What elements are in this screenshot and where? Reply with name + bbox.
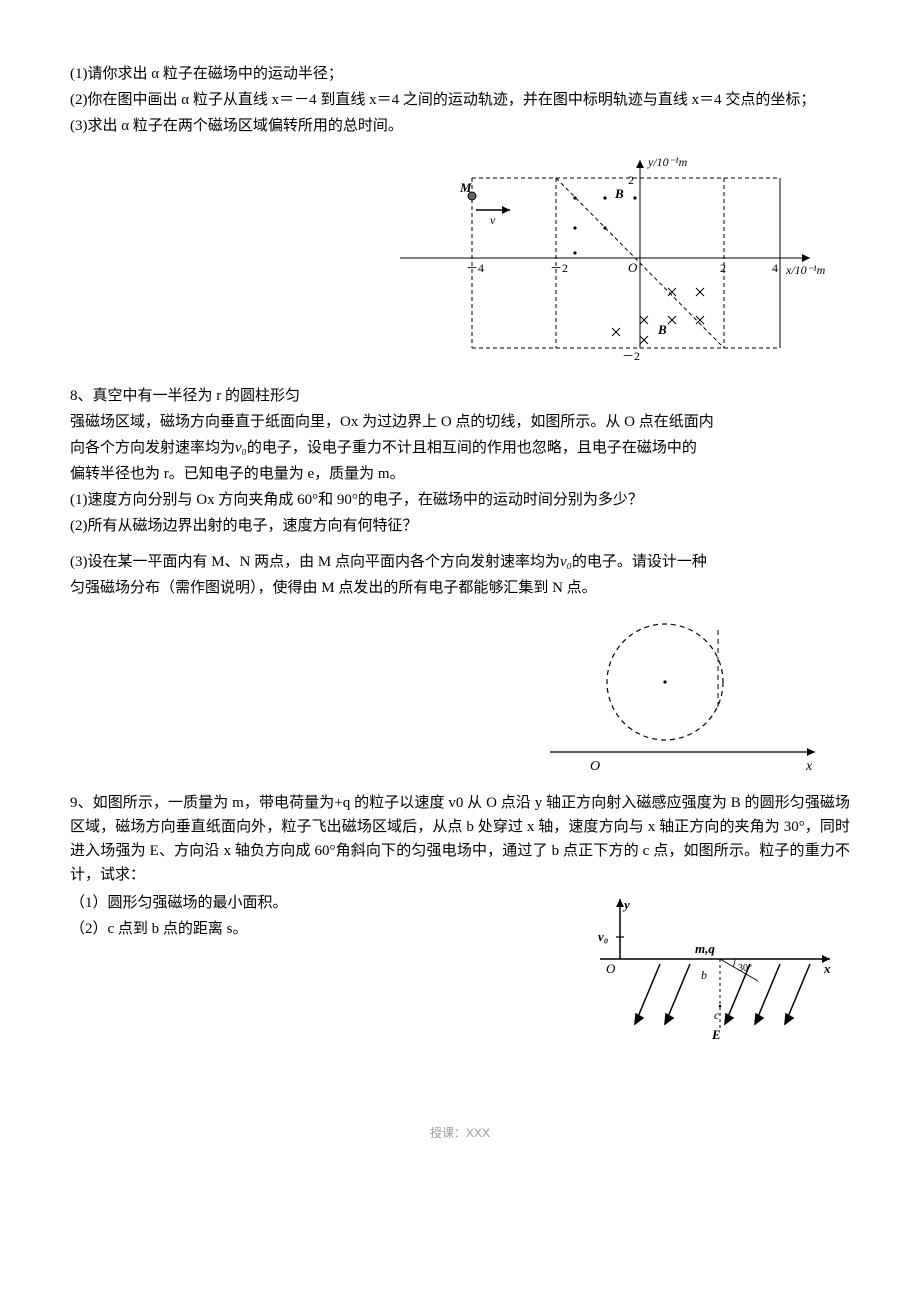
p7-q3: (3)求出 α 粒子在两个磁场区域偏转所用的总时间。 — [70, 114, 850, 138]
svg-text:O: O — [606, 961, 616, 976]
svg-text:y/10⁻¹m: y/10⁻¹m — [647, 155, 688, 169]
svg-text:4: 4 — [772, 261, 778, 275]
svg-text:－2: －2 — [622, 349, 640, 363]
p8-l3: 偏转半径也为 r。已知电子的电量为 e，质量为 m。 — [70, 462, 850, 486]
svg-text:c: c — [714, 1008, 720, 1022]
fig8-row: O x — [70, 610, 850, 785]
fig8-svg: O x — [530, 610, 830, 785]
p8-q3a: (3)设在某一平面内有 M、N 两点，由 M 点向平面内各个方向发射速率均为 — [70, 554, 560, 570]
p8-v0-1: v₀ — [235, 440, 247, 456]
svg-text:－4: －4 — [466, 261, 484, 275]
p7-q2: (2)你在图中画出 α 粒子从直线 x＝－4 到直线 x＝4 之间的运动轨迹，并… — [70, 88, 850, 112]
svg-text:b: b — [701, 968, 707, 982]
fig7-svg: M v y/10⁻¹m x/10⁻¹m －4 －2 O 2 4 2 －2 B B — [380, 148, 850, 378]
p8-lead: 8、真空中有一半径为 r 的圆柱形匀 — [70, 384, 850, 408]
p8-q4: 匀强磁场分布（需作图说明），使得由 M 点发出的所有电子都能够汇集到 N 点。 — [70, 576, 850, 600]
svg-text:m,q: m,q — [695, 941, 715, 956]
svg-text:B: B — [614, 186, 624, 201]
fig7-row: M v y/10⁻¹m x/10⁻¹m －4 －2 O 2 4 2 －2 B B — [70, 148, 850, 378]
svg-text:2: 2 — [628, 173, 634, 187]
svg-text:2: 2 — [720, 261, 726, 275]
svg-text:x/10⁻¹m: x/10⁻¹m — [785, 263, 826, 277]
p8-q1: (1)速度方向分别与 Ox 方向夹角成 60°和 90°的电子，在磁场中的运动时… — [70, 488, 850, 512]
p8-q3: (3)设在某一平面内有 M、N 两点，由 M 点向平面内各个方向发射速率均为v₀… — [70, 550, 850, 574]
p8-l2: 向各个方向发射速率均为v₀的电子，设电子重力不计且相互间的作用也忽略，且电子在磁… — [70, 436, 850, 460]
p9-l1: 9、如图所示，一质量为 m，带电荷量为+q 的粒子以速度 v0 从 O 点沿 y… — [70, 791, 850, 887]
footer: 授课：XXX — [70, 1124, 850, 1143]
p8-q2: (2)所有从磁场边界出射的电子，速度方向有何特征？ — [70, 514, 850, 538]
p9-q2: （2）c 点到 b 点的距离 s。 — [70, 917, 570, 941]
p8-q3b: 的电子。请设计一种 — [572, 554, 707, 570]
p8-l2a: 向各个方向发射速率均为 — [70, 440, 235, 456]
svg-text:y: y — [622, 897, 630, 912]
p8-l2b: 的电子，设电子重力不计且相互间的作用也忽略，且电子在磁场中的 — [247, 440, 697, 456]
svg-text:v₀: v₀ — [598, 929, 608, 944]
svg-text:－2: －2 — [550, 261, 568, 275]
fig9-svg: O y v₀ m,q x b c E 30° — [580, 889, 850, 1064]
svg-text:B: B — [657, 322, 667, 337]
p8-v0-2: v₀ — [560, 554, 572, 570]
svg-text:O: O — [590, 759, 600, 774]
svg-text:M: M — [459, 180, 472, 195]
svg-text:E: E — [711, 1027, 721, 1042]
p9-q1: （1）圆形匀强磁场的最小面积。 — [70, 891, 570, 915]
svg-text:x: x — [805, 759, 813, 774]
svg-text:x: x — [823, 961, 831, 976]
svg-text:v: v — [490, 213, 496, 227]
svg-text:O: O — [628, 260, 638, 275]
p8-l1: 强磁场区域，磁场方向垂直于纸面向里，Ox 为过边界上 O 点的切线，如图所示。从… — [70, 410, 850, 434]
p7-q1: (1)请你求出 α 粒子在磁场中的运动半径； — [70, 62, 850, 86]
